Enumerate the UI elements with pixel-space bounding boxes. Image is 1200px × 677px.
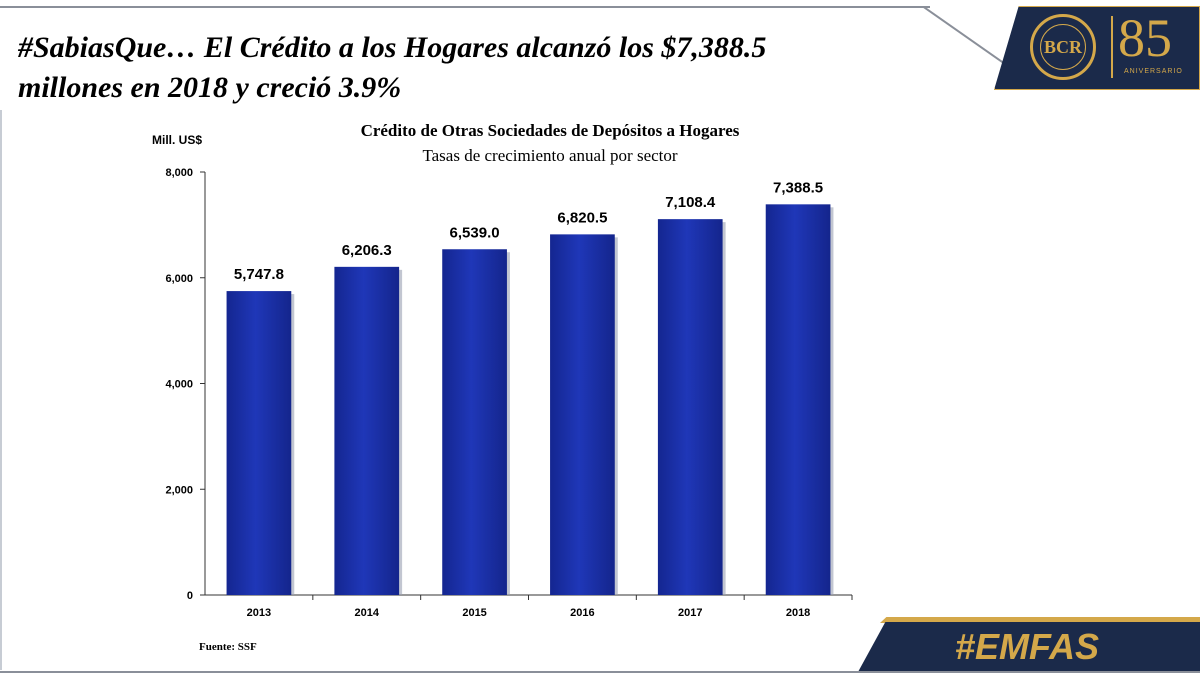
bar xyxy=(550,234,615,595)
logo-divider xyxy=(1111,16,1113,78)
y-tick-label: 8,000 xyxy=(165,167,193,179)
left-rule xyxy=(0,110,2,670)
emfas-banner xyxy=(858,622,1200,672)
y-tick-label: 0 xyxy=(187,590,193,602)
emfas-hashtag: #EMFAS xyxy=(955,626,1100,667)
x-tick-label: 2015 xyxy=(462,607,486,619)
x-tick-label: 2016 xyxy=(570,607,594,619)
emfas-gold-stripe xyxy=(880,617,1200,623)
bar-value-label: 7,108.4 xyxy=(665,194,716,211)
bar-value-label: 7,388.5 xyxy=(773,179,823,196)
bar-value-label: 6,206.3 xyxy=(342,242,392,259)
bcr-initials: BCR xyxy=(1040,24,1086,70)
headline-line-2: millones en 2018 y creció 3.9% xyxy=(18,71,402,104)
bar-value-label: 5,747.8 xyxy=(234,266,284,283)
bar xyxy=(442,249,507,596)
anniversary-number: 85 xyxy=(1118,8,1172,68)
x-tick-label: 2017 xyxy=(678,607,702,619)
chart-subtitle: Tasas de crecimiento anual por sector xyxy=(422,146,678,165)
top-rule xyxy=(0,6,930,8)
y-axis-label: Mill. US$ xyxy=(152,133,203,147)
bar xyxy=(765,204,831,595)
x-tick-label: 2013 xyxy=(247,607,271,619)
bcr-seal-logo: BCR xyxy=(1030,14,1096,80)
x-tick-label: 2014 xyxy=(355,607,380,619)
y-tick-label: 6,000 xyxy=(165,273,193,285)
y-tick-label: 2,000 xyxy=(165,484,193,496)
anniversary-caption: ANIVERSARIO xyxy=(1124,68,1183,75)
bar xyxy=(657,219,723,595)
source-note: Fuente: SSF xyxy=(199,641,257,653)
bar-value-label: 6,539.0 xyxy=(450,224,500,241)
bar xyxy=(334,266,400,595)
bar-value-label: 6,820.5 xyxy=(557,209,607,226)
chart-title: Crédito de Otras Sociedades de Depósitos… xyxy=(360,121,740,140)
headline-line-1: #SabiasQue… El Crédito a los Hogares alc… xyxy=(18,31,767,64)
bottom-rule xyxy=(0,671,1200,673)
logo-banner xyxy=(994,6,1200,90)
headline: #SabiasQue… El Crédito a los Hogares alc… xyxy=(18,28,918,108)
y-tick-label: 4,000 xyxy=(165,379,193,391)
bar xyxy=(226,291,292,595)
x-tick-label: 2018 xyxy=(786,607,810,619)
